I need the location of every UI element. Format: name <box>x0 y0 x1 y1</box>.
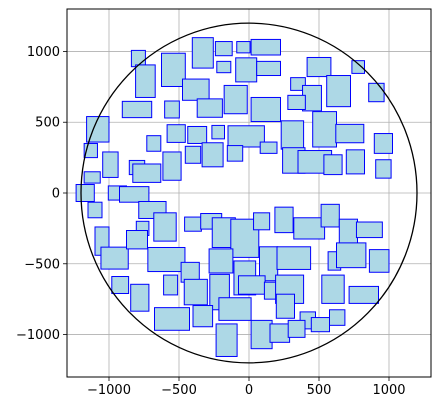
x-tick-label: 500 <box>307 383 332 398</box>
packed-rectangle <box>119 186 150 203</box>
packed-rectangle <box>253 212 271 231</box>
packed-rectangle <box>238 275 266 295</box>
packed-rectangle <box>373 133 393 154</box>
packed-rectangle <box>86 116 110 143</box>
packed-rectangle <box>187 125 208 144</box>
packed-rectangle <box>163 274 179 296</box>
packed-rectangle <box>312 111 338 148</box>
packed-rectangle <box>216 60 232 74</box>
packed-rectangle <box>130 49 146 68</box>
packed-rectangle <box>184 216 202 232</box>
packed-rectangle <box>375 159 392 179</box>
packed-rectangle <box>259 141 278 154</box>
packed-rectangle <box>121 100 153 119</box>
packed-rectangle <box>236 41 251 54</box>
packed-rectangle <box>182 78 210 101</box>
packed-rectangle <box>250 96 282 123</box>
packed-rectangle <box>191 37 214 69</box>
packed-rectangle <box>211 124 225 140</box>
rectangles-layer <box>75 37 393 357</box>
packed-rectangle <box>287 319 306 338</box>
packed-rectangle <box>154 307 190 331</box>
y-tick-label: 0 <box>52 187 60 202</box>
packed-rectangle <box>348 285 380 304</box>
packed-rectangle <box>287 94 306 110</box>
packed-rectangle <box>192 305 214 328</box>
packed-rectangle <box>323 154 343 176</box>
packed-rectangle <box>355 221 383 239</box>
boundary-circle <box>80 22 418 364</box>
packed-rectangle <box>196 98 223 118</box>
packed-rectangle <box>201 142 224 168</box>
y-tick-label: −500 <box>24 257 60 272</box>
packed-rectangle <box>250 38 282 56</box>
packed-rectangle <box>338 218 358 244</box>
packed-rectangle <box>250 319 273 350</box>
packed-rectangle <box>336 242 367 269</box>
x-tick-label: 0 <box>245 383 253 398</box>
packed-rectangle <box>276 246 312 270</box>
packed-rectangle <box>275 293 295 319</box>
packed-rectangle <box>329 309 346 326</box>
packed-rectangle <box>293 217 326 240</box>
packed-rectangle <box>223 84 248 115</box>
x-tick-label: −1000 <box>87 383 131 398</box>
packed-rectangle <box>274 206 294 234</box>
packed-rectangle <box>87 201 103 219</box>
y-tick-label: 1000 <box>27 45 60 60</box>
packed-rectangle <box>215 323 238 357</box>
packed-rectangle <box>83 171 101 184</box>
packed-rectangle <box>153 212 177 242</box>
packed-rectangle <box>111 276 130 294</box>
packed-rectangle <box>335 123 365 144</box>
packed-rectangle <box>208 248 234 274</box>
packed-rectangle <box>227 125 265 148</box>
packed-rectangle <box>214 41 233 57</box>
packed-rectangle <box>280 120 305 150</box>
packed-rectangle <box>164 100 180 119</box>
packed-rectangle <box>351 60 365 74</box>
packed-rectangle <box>326 75 352 108</box>
packed-rectangle <box>256 60 282 77</box>
packed-rectangle <box>321 274 345 304</box>
packed-rectangle <box>310 317 330 333</box>
packed-rectangle <box>132 163 162 183</box>
packed-rectangle <box>368 82 385 103</box>
packed-rectangle <box>235 57 258 83</box>
packed-rectangle <box>146 135 162 152</box>
packed-rectangle <box>183 278 208 306</box>
packed-rectangle <box>226 145 244 162</box>
packed-rectangle <box>126 230 148 250</box>
packed-rectangle <box>166 124 186 143</box>
y-tick-label: 500 <box>35 116 60 131</box>
packed-rectangle <box>75 184 95 202</box>
x-tick-label: −500 <box>161 383 197 398</box>
packed-rectangle <box>306 56 332 78</box>
packed-rectangle <box>368 249 390 273</box>
y-tick-label: −1000 <box>16 328 60 343</box>
boundary-circle-layer <box>80 22 418 364</box>
packed-rectangle <box>162 151 182 181</box>
packed-rectangle <box>184 145 202 164</box>
packed-rectangle <box>218 297 252 321</box>
packed-rectangle <box>130 283 150 312</box>
packed-rectangle <box>147 246 186 273</box>
packed-rectangle <box>345 149 365 175</box>
x-tick-label: 1000 <box>372 383 405 398</box>
packed-rectangle <box>290 77 306 91</box>
packed-rectangle <box>135 64 156 98</box>
packed-rectangle <box>269 323 291 343</box>
packed-rectangle <box>102 151 119 178</box>
axis-ticks: −1000 −500 0 500 1000 −1000 −500 0 500 1000 <box>16 45 406 398</box>
packed-rectangle <box>100 246 129 270</box>
packed-rectangle <box>161 52 186 87</box>
packed-rectangle <box>320 203 340 228</box>
